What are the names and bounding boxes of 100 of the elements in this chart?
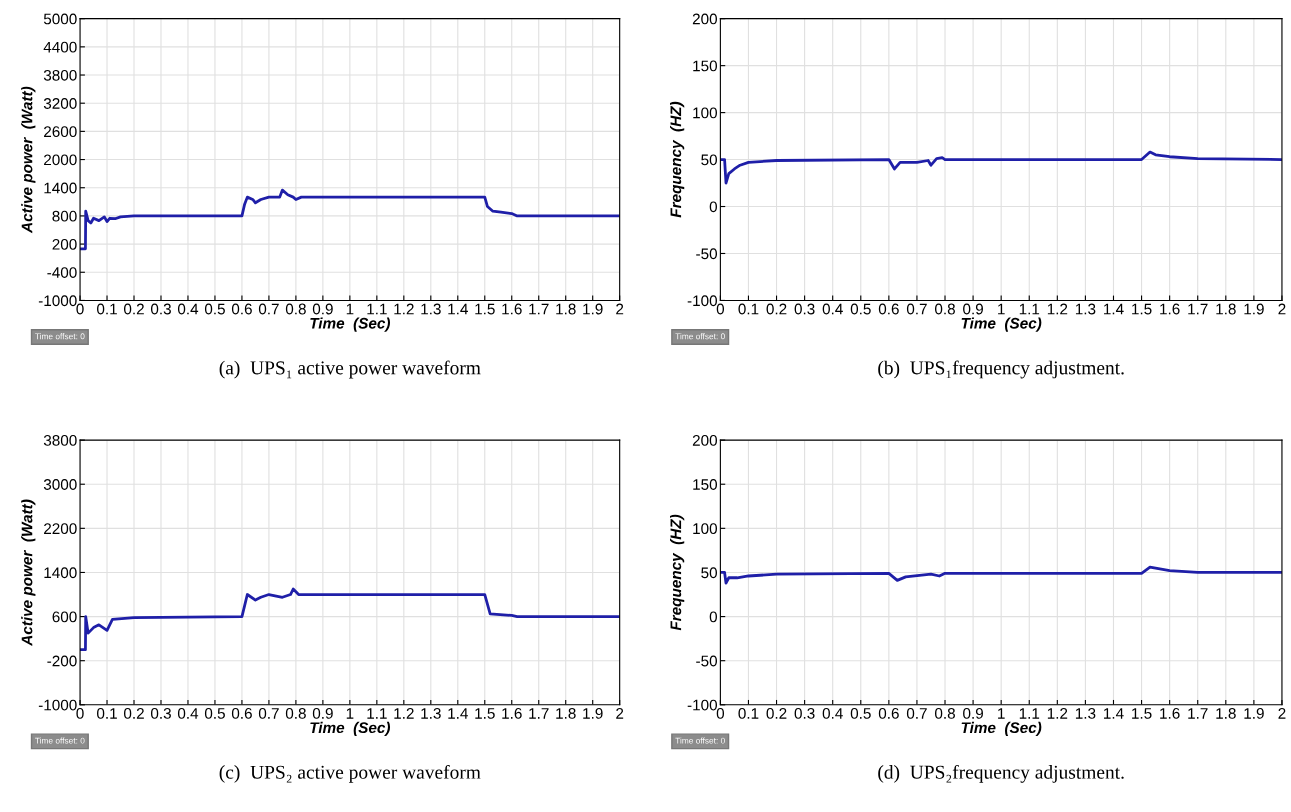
x-axis-title: Time (Sec) bbox=[310, 721, 391, 737]
x-tick-label: 0.2 bbox=[766, 708, 787, 719]
y-tick-label: -100 bbox=[687, 295, 718, 307]
x-tick-label: 1.6 bbox=[1160, 303, 1180, 315]
text: (a) UPS₁ active power waveform bbox=[219, 360, 481, 379]
x-tick-label: 1.6 bbox=[502, 303, 522, 315]
x-tick-label: 0.7 bbox=[906, 708, 927, 719]
y-axis-title: Frequency (HZ) bbox=[670, 101, 685, 218]
text: Time offset: 0 bbox=[675, 737, 725, 744]
x-tick-label: 0.6 bbox=[231, 303, 252, 315]
y-tick-label: 1400 bbox=[44, 182, 77, 194]
x-tick-label: 0.7 bbox=[906, 303, 927, 315]
x-tick-label: 0.2 bbox=[123, 303, 144, 315]
x-tick-label: 0.8 bbox=[934, 708, 955, 719]
x-tick-label: 1.8 bbox=[1216, 303, 1236, 315]
x-tick-label: 0 bbox=[76, 708, 84, 719]
x-tick-label: 1 bbox=[998, 708, 1005, 719]
x-tick-label: 1.2 bbox=[394, 708, 414, 719]
x-tick-label: 1.9 bbox=[1244, 708, 1264, 719]
x-tick-label: 1.9 bbox=[583, 708, 603, 719]
y-tick-label: -50 bbox=[696, 248, 717, 260]
y-tick-label: 3200 bbox=[43, 98, 77, 109]
x-tick-label: 0.2 bbox=[123, 708, 144, 719]
x-tick-label: 0.4 bbox=[177, 708, 199, 719]
x-tick-label: 1.3 bbox=[421, 303, 441, 315]
x-tick-label: 0.8 bbox=[285, 303, 306, 315]
x-tick-label: 0.9 bbox=[312, 303, 333, 315]
x-tick-label: 1.1 bbox=[1019, 708, 1040, 719]
x-tick-label: 1.7 bbox=[529, 303, 549, 315]
x-tick-label: 0.6 bbox=[878, 303, 899, 315]
y-axis-title: Frequency (HZ) bbox=[670, 514, 685, 631]
x-axis-title: Time (Sec) bbox=[961, 317, 1042, 332]
x-tick-label: 1.5 bbox=[1132, 303, 1152, 315]
y-tick-label: -1000 bbox=[38, 295, 77, 307]
x-tick-label: 0.3 bbox=[150, 708, 171, 719]
x-tick-label: 0.4 bbox=[822, 708, 843, 719]
x-tick-label: 0.4 bbox=[177, 303, 199, 315]
line-series bbox=[720, 150, 1282, 185]
line-series bbox=[80, 587, 620, 652]
x-tick-label: 1.4 bbox=[448, 708, 468, 719]
y-tick-label: 50 bbox=[701, 567, 717, 579]
x-tick-label: 1.7 bbox=[529, 708, 549, 719]
x-axis-title: Time (Sec) bbox=[961, 721, 1042, 737]
y-tick-label: 150 bbox=[693, 60, 718, 72]
x-tick-label: 0.5 bbox=[850, 708, 871, 719]
x-tick-label: 0.7 bbox=[258, 303, 279, 315]
x-tick-label: 1.9 bbox=[583, 303, 603, 315]
x-tick-label: 1.7 bbox=[1188, 708, 1208, 719]
x-tick-label: 0.5 bbox=[204, 708, 225, 719]
x-tick-label: 0.9 bbox=[963, 303, 983, 315]
y-tick-label: -200 bbox=[47, 655, 77, 667]
y-tick-label: 200 bbox=[692, 13, 718, 25]
x-tick-label: 0.3 bbox=[794, 708, 815, 719]
x-tick-label: 0.4 bbox=[822, 303, 843, 315]
text: (d) UPS₂frequency adjustment. bbox=[878, 764, 1124, 783]
y-axis-title: Active power (Watt) bbox=[21, 499, 36, 647]
text: (c) UPS₂ active power waveform bbox=[219, 764, 481, 783]
x-tick-label: 0.3 bbox=[150, 303, 171, 315]
x-tick-label: 1.6 bbox=[502, 708, 522, 719]
x-tick-label: 0.8 bbox=[934, 303, 955, 315]
x-tick-label: 0.2 bbox=[766, 303, 787, 315]
x-axis-title: Time (Sec) bbox=[310, 317, 391, 332]
y-tick-label: 0 bbox=[709, 201, 717, 213]
x-tick-label: 0.1 bbox=[738, 303, 759, 315]
y-tick-label: 4400 bbox=[43, 41, 77, 53]
x-tick-label: 0.1 bbox=[738, 708, 759, 719]
x-tick-label: 1.9 bbox=[1244, 303, 1264, 315]
y-axis-title: Active power (Watt) bbox=[21, 86, 36, 234]
line-series bbox=[80, 188, 620, 251]
x-tick-label: 1.7 bbox=[1188, 303, 1208, 315]
x-tick-label: 1.4 bbox=[1104, 303, 1124, 315]
text: (b) UPS₁frequency adjustment. bbox=[878, 360, 1124, 379]
x-tick-label: 2 bbox=[1278, 708, 1286, 719]
y-tick-label: 0 bbox=[709, 611, 717, 623]
x-tick-label: 0.3 bbox=[794, 303, 815, 315]
x-tick-label: 1 bbox=[346, 708, 354, 719]
x-tick-label: 0.5 bbox=[204, 303, 225, 315]
y-tick-label: 800 bbox=[52, 210, 77, 222]
x-tick-label: 1.8 bbox=[1216, 708, 1236, 719]
x-tick-label: 2 bbox=[616, 303, 624, 315]
y-tick-label: 50 bbox=[701, 154, 717, 166]
y-tick-label: 100 bbox=[693, 523, 718, 535]
x-tick-label: 1 bbox=[346, 303, 354, 315]
x-tick-label: 1.1 bbox=[367, 708, 387, 719]
y-tick-label: 600 bbox=[52, 611, 77, 623]
y-tick-label: 3800 bbox=[43, 69, 77, 81]
text: Time offset: 0 bbox=[35, 737, 85, 744]
x-tick-label: 0.6 bbox=[231, 708, 252, 719]
x-tick-label: 1.3 bbox=[1075, 708, 1096, 719]
y-tick-label: 5000 bbox=[43, 13, 77, 25]
x-tick-label: 1.2 bbox=[394, 303, 414, 315]
line-series bbox=[720, 565, 1282, 585]
x-tick-label: 0 bbox=[716, 708, 725, 719]
y-tick-label: 3800 bbox=[43, 434, 77, 446]
x-tick-label: 0.1 bbox=[97, 303, 117, 315]
y-tick-label: 150 bbox=[693, 479, 718, 490]
x-tick-label: 1.1 bbox=[367, 303, 387, 315]
x-tick-label: 1 bbox=[998, 303, 1005, 315]
x-tick-label: 0.9 bbox=[312, 708, 333, 719]
x-tick-label: 0.8 bbox=[285, 708, 306, 719]
